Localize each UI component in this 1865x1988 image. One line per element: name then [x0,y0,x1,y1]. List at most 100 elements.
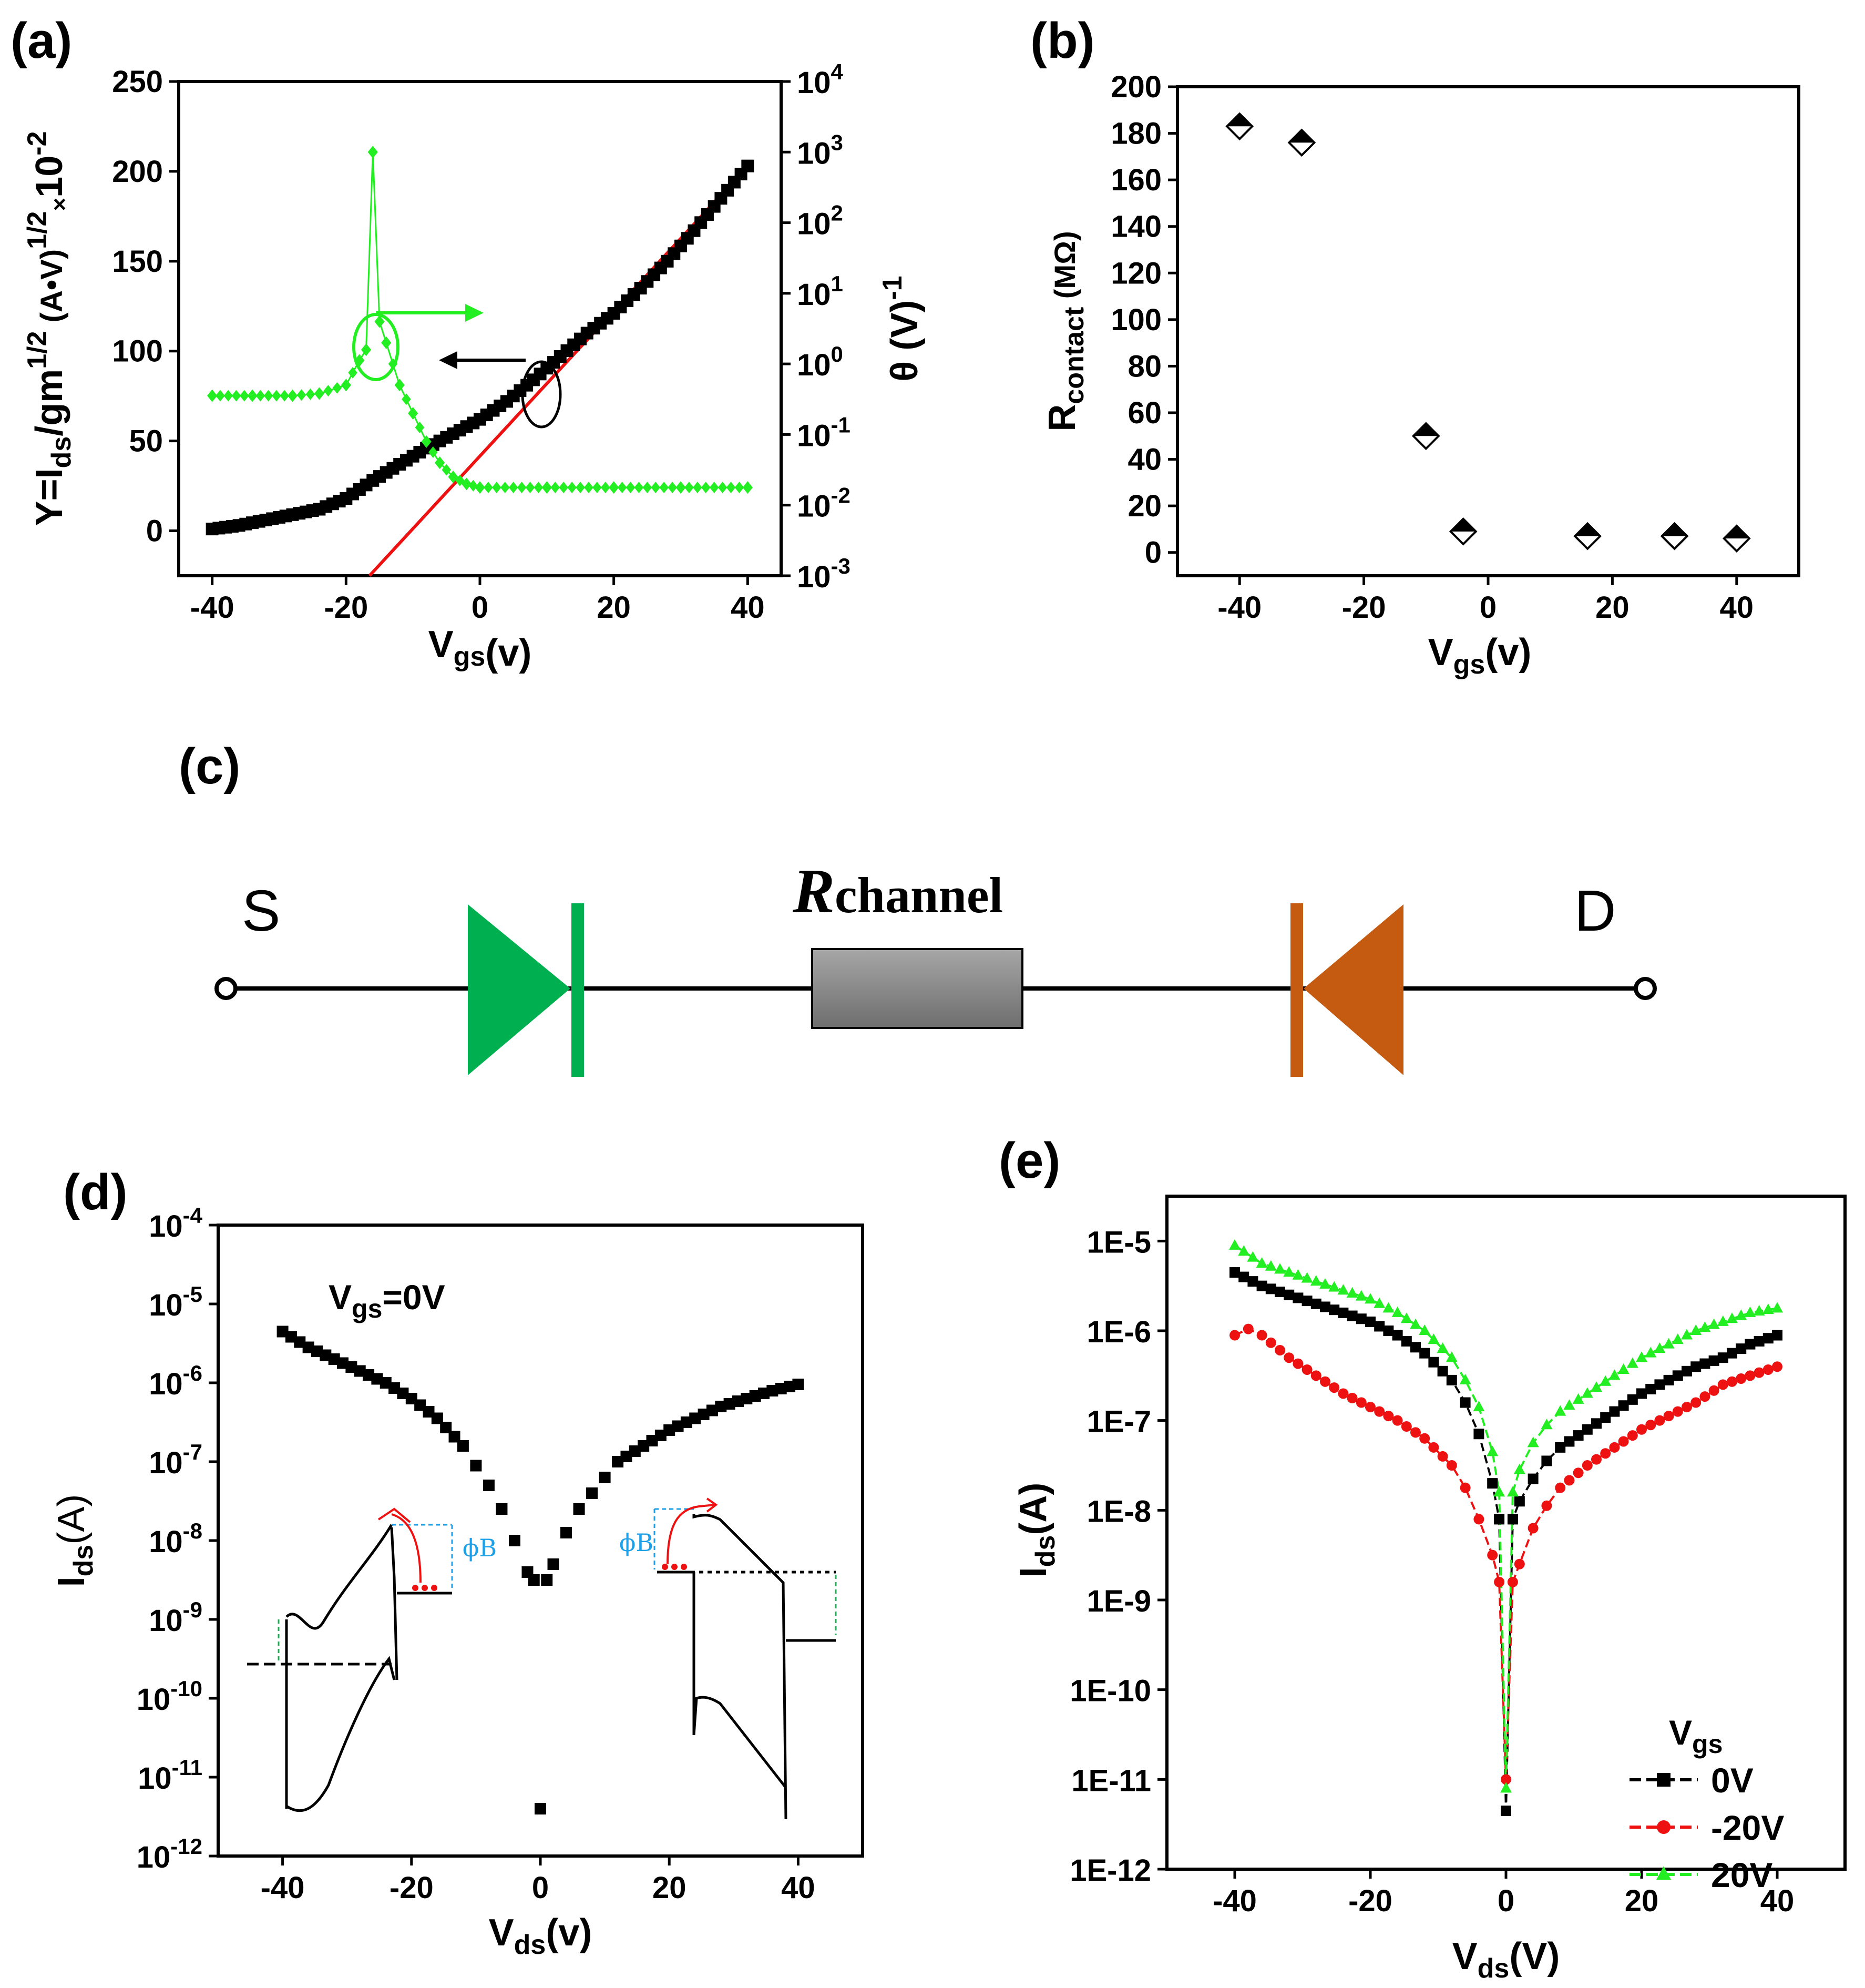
right-conduction-band [692,1514,787,1820]
right-y-tick-label: 10-3 [797,554,850,594]
point-0V [1265,1283,1276,1294]
legend-entries: 0V -20V 20V [1630,1761,1784,1894]
theta-point [263,390,273,402]
y-tick-label: 10-8 [149,1518,202,1559]
point-20V [1717,1315,1729,1326]
theta-point [272,390,281,402]
theta-point [534,482,544,494]
ids-point [560,1527,572,1538]
point-20V [1428,1333,1440,1344]
panel-label-d: (d) [63,1164,128,1220]
y-tick-label: 1E-5 [1087,1225,1151,1259]
point-20V [1563,1399,1575,1410]
theta-point [314,387,324,400]
panel-a-ticks: -40 -20 0 20 40 0 50 100 150 200 250 10-3 10-2 10-1 10… [112,59,850,625]
point-0V [1690,1361,1702,1372]
ids-point [470,1460,482,1472]
panel-a-green-circle-marker [352,313,399,381]
point-0V [1736,1343,1747,1354]
ids-point [535,1803,546,1814]
y-tick-label: 10-6 [149,1361,202,1401]
panel-d-condition-label: Vgs=0V [329,1278,445,1323]
y-tick-label: 10-7 [149,1440,202,1480]
right-electron-arrow [706,1497,718,1513]
point--20V [1600,1448,1611,1459]
point-20V [1771,1302,1783,1313]
rcontact-point [1662,523,1687,536]
panel-b-x-axis-title: Vgs(v) [1428,631,1532,680]
ids-point [483,1480,495,1491]
panel-b-y-axis-title: Rcontact (MΩ) [1041,231,1090,431]
y-tick-label: 50 [129,424,163,458]
theta-point [223,390,233,402]
x-tick-label: 20 [1595,590,1630,625]
y-tick-label: 80 [1128,349,1162,383]
y-tick-label: 20 [1128,489,1162,523]
point-20V [1419,1324,1431,1335]
point--20V [1320,1376,1330,1387]
theta-point [634,482,644,494]
point-20V [1554,1405,1566,1416]
panel-d-series [276,1326,804,1814]
point-0V [1663,1374,1674,1385]
point-20V [1699,1321,1711,1332]
theta-point [408,407,418,420]
ids-point [528,1574,540,1586]
y-tick-label: 140 [1111,210,1162,244]
right-y-tick-label: 102 [797,201,843,241]
ids-point [547,1558,559,1570]
point--20V [1356,1397,1367,1408]
rcontact-point [1289,130,1315,143]
x-tick-label: 40 [731,590,765,625]
point--20V [1460,1482,1471,1493]
legend-label--20V: -20V [1711,1808,1784,1847]
theta-point [341,379,351,392]
panel-d: (d) -40 -20 0 20 40 10-12 10-11 10-10 10-9 10-8 10… [50,1164,864,1960]
point-0V [1717,1352,1728,1363]
source-terminal[interactable] [214,977,238,1000]
y-tick-label: 100 [1111,303,1162,337]
panel-a-theta-series [207,146,753,494]
point-20V [1256,1257,1268,1268]
theta-point [500,482,510,494]
point-20V [1572,1393,1584,1404]
point-0V [1672,1370,1683,1381]
theta-point [742,481,753,494]
point-0V [1329,1304,1340,1316]
point-0V [1754,1335,1765,1347]
point-20V [1762,1303,1774,1314]
point--20V [1528,1523,1539,1534]
panel-a-right-axis-title: θ (V)-1 [877,276,926,381]
point-20V [1328,1281,1340,1292]
theta-point [435,456,445,470]
y-tick-label: 1E-10 [1070,1674,1151,1708]
theta-point [626,482,636,494]
point--20V [1329,1382,1340,1393]
point-20V [1229,1239,1241,1250]
point-20V [1636,1351,1647,1362]
point--20V [1582,1460,1593,1471]
theta-point [348,366,357,379]
theta-point [239,390,249,402]
point-0V [1564,1436,1575,1447]
theta-point [718,482,727,494]
point--20V [1310,1370,1321,1381]
point-20V [1500,1782,1512,1793]
panel-a-left-arrowhead [439,351,457,369]
x-tick-label: 20 [1625,1884,1659,1918]
point-20V [1690,1324,1702,1335]
y-point [741,159,754,172]
point--20V [1501,1774,1511,1785]
panel-b-plot-frame [1176,85,1800,577]
theta-point [475,481,485,494]
point-20V [1400,1312,1412,1323]
point--20V [1347,1393,1358,1403]
drain-terminal[interactable] [1634,977,1657,1000]
legend-label-20V: 20V [1711,1856,1772,1894]
y-tick-label: 0 [1145,536,1162,570]
point-0V [1392,1330,1403,1341]
point--20V [1365,1402,1376,1413]
point-20V [1292,1269,1304,1280]
y-tick-label: 150 [112,244,163,279]
theta-point [332,382,342,394]
